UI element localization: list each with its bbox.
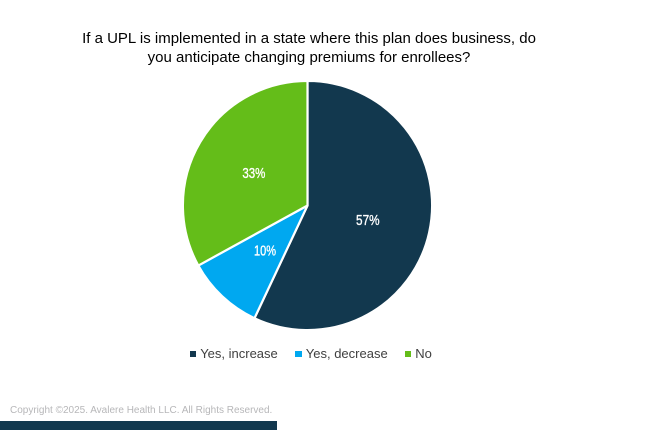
svg-text:10%: 10% (254, 244, 276, 260)
svg-text:57%: 57% (356, 213, 380, 229)
svg-text:33%: 33% (242, 166, 265, 182)
